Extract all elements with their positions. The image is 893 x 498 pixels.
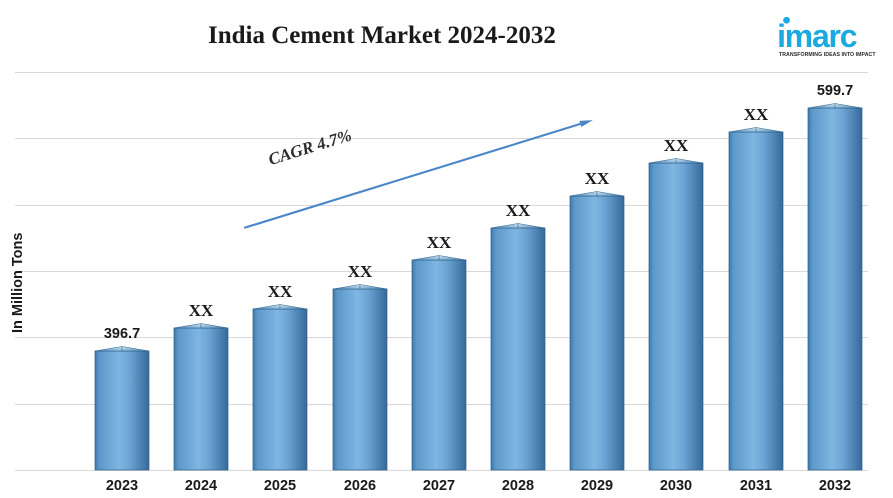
svg-text:TRANSFORMING IDEAS INTO IMPACT: TRANSFORMING IDEAS INTO IMPACT (779, 52, 876, 58)
svg-text:imarc: imarc (779, 18, 857, 54)
